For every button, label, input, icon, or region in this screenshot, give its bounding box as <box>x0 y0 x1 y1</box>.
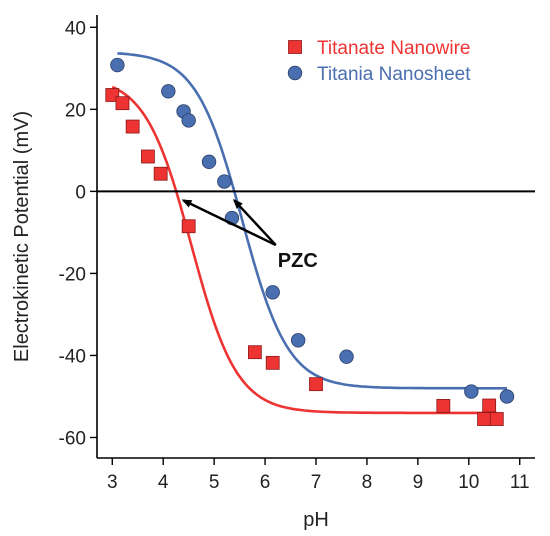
data-point-1 <box>309 377 323 392</box>
data-point-1 <box>141 149 155 164</box>
x-axis-title: pH <box>303 509 329 531</box>
data-point-1 <box>105 88 120 102</box>
x-tick-label: 3 <box>107 472 118 493</box>
data-point-1 <box>265 355 280 370</box>
y-tick-label: -40 <box>59 346 86 367</box>
y-tick-label: 20 <box>65 100 86 121</box>
data-point-1 <box>247 345 262 360</box>
legend: Titanate Nanowire Titania Nanosheet <box>287 38 471 85</box>
y-axis-title: Electrokinetic Potential (mV) <box>11 111 33 362</box>
data-point-2 <box>265 285 280 300</box>
x-tick-label: 5 <box>209 472 220 493</box>
legend-marker-2 <box>287 65 303 81</box>
data-point-2 <box>181 113 196 128</box>
legend-label-1: Titanate Nanowire <box>317 38 470 59</box>
data-point-2 <box>464 384 479 399</box>
data-point-2 <box>161 84 176 99</box>
legend-marker-1 <box>288 40 302 54</box>
data-point-1 <box>436 399 451 413</box>
legend-label-2: Titania Nanosheet <box>317 64 471 85</box>
x-tick-label: 4 <box>158 472 169 493</box>
data-point-1 <box>115 96 130 111</box>
data-point-1 <box>489 412 504 426</box>
data-point-1 <box>482 398 497 413</box>
data-point-2 <box>290 333 306 348</box>
fit-curve-2 <box>117 52 507 390</box>
data-point-2 <box>201 154 217 170</box>
data-point-1 <box>153 166 168 181</box>
x-tick-label: 11 <box>510 472 530 493</box>
axes: 3 4 5 6 7 8 9 10 11 40 20 0 -20 -40 -60 pH Electrokineti… <box>11 15 535 531</box>
annotations: PZC <box>181 198 318 272</box>
data-point-1 <box>477 412 491 426</box>
x-tick-label: 8 <box>362 472 373 493</box>
x-tick-label: 10 <box>458 472 479 493</box>
y-tick-label: 0 <box>75 182 86 203</box>
data-point-2 <box>110 57 125 73</box>
data-point-1 <box>181 219 196 234</box>
fit-curves <box>111 52 507 415</box>
pzc-label: PZC <box>278 250 318 272</box>
data-point-1 <box>125 119 140 134</box>
x-tick-label: 6 <box>260 472 271 493</box>
data-point-2 <box>499 389 515 404</box>
data-point-2 <box>339 349 354 364</box>
y-tick-label: -20 <box>59 264 86 285</box>
pzc-arrow-1 <box>181 199 277 247</box>
data-point-2 <box>217 174 232 189</box>
x-tick-label: 9 <box>413 472 424 493</box>
y-tick-label: -60 <box>59 428 86 449</box>
y-tick-label: 40 <box>65 18 86 39</box>
pzc-arrow-2 <box>232 198 277 246</box>
x-tick-label: 7 <box>311 472 322 493</box>
